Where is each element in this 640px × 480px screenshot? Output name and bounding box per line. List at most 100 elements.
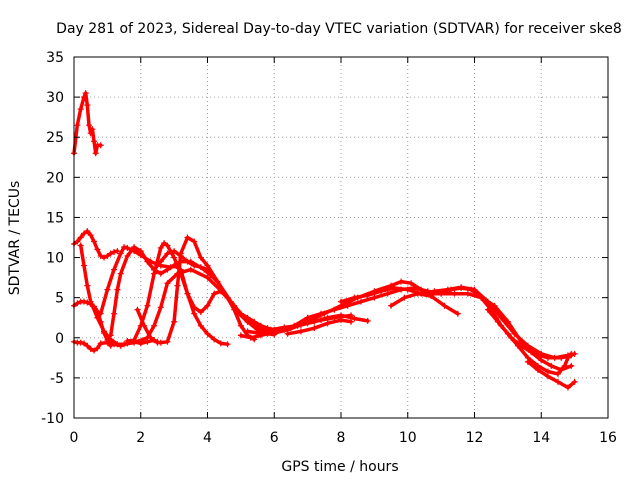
data-point <box>97 142 104 149</box>
data-point <box>548 362 555 369</box>
y-tick-label: 15 <box>46 210 64 226</box>
data-point <box>107 332 114 339</box>
data-point <box>561 362 568 369</box>
series-arc-17 <box>284 317 355 337</box>
data-point <box>157 244 164 251</box>
data-point <box>74 300 81 307</box>
data-point <box>204 302 211 309</box>
data-point <box>304 314 311 321</box>
data-point <box>117 270 124 277</box>
series-arc-7 <box>107 244 231 348</box>
data-point <box>144 302 151 309</box>
data-point <box>164 266 171 273</box>
data-point <box>92 150 99 157</box>
data-point <box>564 384 571 391</box>
data-point <box>544 373 551 380</box>
data-point <box>187 266 194 273</box>
data-point <box>124 337 131 344</box>
y-tick-label: 25 <box>46 130 64 146</box>
data-point <box>224 341 231 348</box>
data-point <box>174 282 181 289</box>
data-point <box>514 342 521 349</box>
data-point <box>117 250 124 257</box>
data-point <box>348 318 355 325</box>
data-point <box>94 314 101 321</box>
data-point <box>121 341 128 348</box>
data-point <box>91 238 98 245</box>
data-point <box>247 334 254 341</box>
data-point <box>338 298 344 305</box>
y-tick-label: 0 <box>55 331 64 347</box>
data-point <box>81 298 88 305</box>
data-point <box>74 122 81 129</box>
y-tick-label: -5 <box>50 371 64 387</box>
data-point <box>211 290 218 297</box>
series-arc-4 <box>71 228 121 261</box>
data-point <box>97 252 104 259</box>
data-point <box>114 341 121 348</box>
data-point <box>511 330 518 337</box>
data-point <box>77 242 84 249</box>
data-point <box>431 288 438 295</box>
data-point <box>177 252 184 259</box>
data-point <box>84 102 91 109</box>
data-point <box>84 282 91 289</box>
data-point <box>171 254 178 261</box>
data-point <box>137 248 144 255</box>
data-point <box>114 248 121 255</box>
series-arc-1 <box>71 90 104 157</box>
data-point <box>237 332 244 339</box>
x-tick-label: 6 <box>270 430 279 446</box>
data-point <box>151 266 158 273</box>
tick-layer: 0 2 4 6 8 10 12 14 16 -10 -5 0 5 10 15 20 25 30 35 <box>41 50 617 446</box>
data-layer <box>71 90 578 391</box>
data-point <box>458 284 465 291</box>
data-point <box>121 244 128 251</box>
x-tick-label: 14 <box>532 430 550 446</box>
data-point <box>564 354 571 361</box>
data-point <box>391 285 398 292</box>
data-point <box>81 340 88 347</box>
data-point <box>484 298 491 305</box>
data-point <box>171 318 178 325</box>
data-point <box>264 329 271 336</box>
data-point <box>338 317 344 324</box>
data-point <box>428 293 435 300</box>
data-point <box>408 280 415 287</box>
data-point <box>141 322 148 329</box>
data-point <box>224 294 231 301</box>
data-point <box>444 286 451 293</box>
x-tick-label: 8 <box>337 430 346 446</box>
x-axis-label: GPS time / hours <box>281 459 398 475</box>
data-point <box>87 346 94 353</box>
data-point <box>414 290 421 297</box>
data-point <box>204 330 211 337</box>
data-point <box>82 90 89 97</box>
data-point <box>134 306 141 313</box>
data-point <box>191 304 198 311</box>
data-point <box>554 370 561 377</box>
data-point <box>571 378 578 385</box>
data-point <box>171 248 178 255</box>
data-point <box>204 266 211 273</box>
data-point <box>371 294 378 301</box>
data-point <box>311 325 318 332</box>
data-point <box>351 315 358 322</box>
data-point <box>81 262 88 269</box>
data-point <box>164 280 171 287</box>
data-point <box>464 290 471 297</box>
data-point <box>324 314 331 321</box>
data-point <box>164 242 171 249</box>
data-point <box>104 252 111 259</box>
data-point <box>89 126 96 133</box>
data-point <box>284 330 291 337</box>
data-point <box>538 357 545 364</box>
x-tick-label: 4 <box>203 430 212 446</box>
data-point <box>94 246 101 253</box>
data-point <box>97 340 104 347</box>
data-point <box>91 347 98 354</box>
data-point <box>297 328 304 335</box>
chart-title: Day 281 of 2023, Sidereal Day-to-day VTE… <box>56 21 622 37</box>
data-point <box>364 292 371 299</box>
